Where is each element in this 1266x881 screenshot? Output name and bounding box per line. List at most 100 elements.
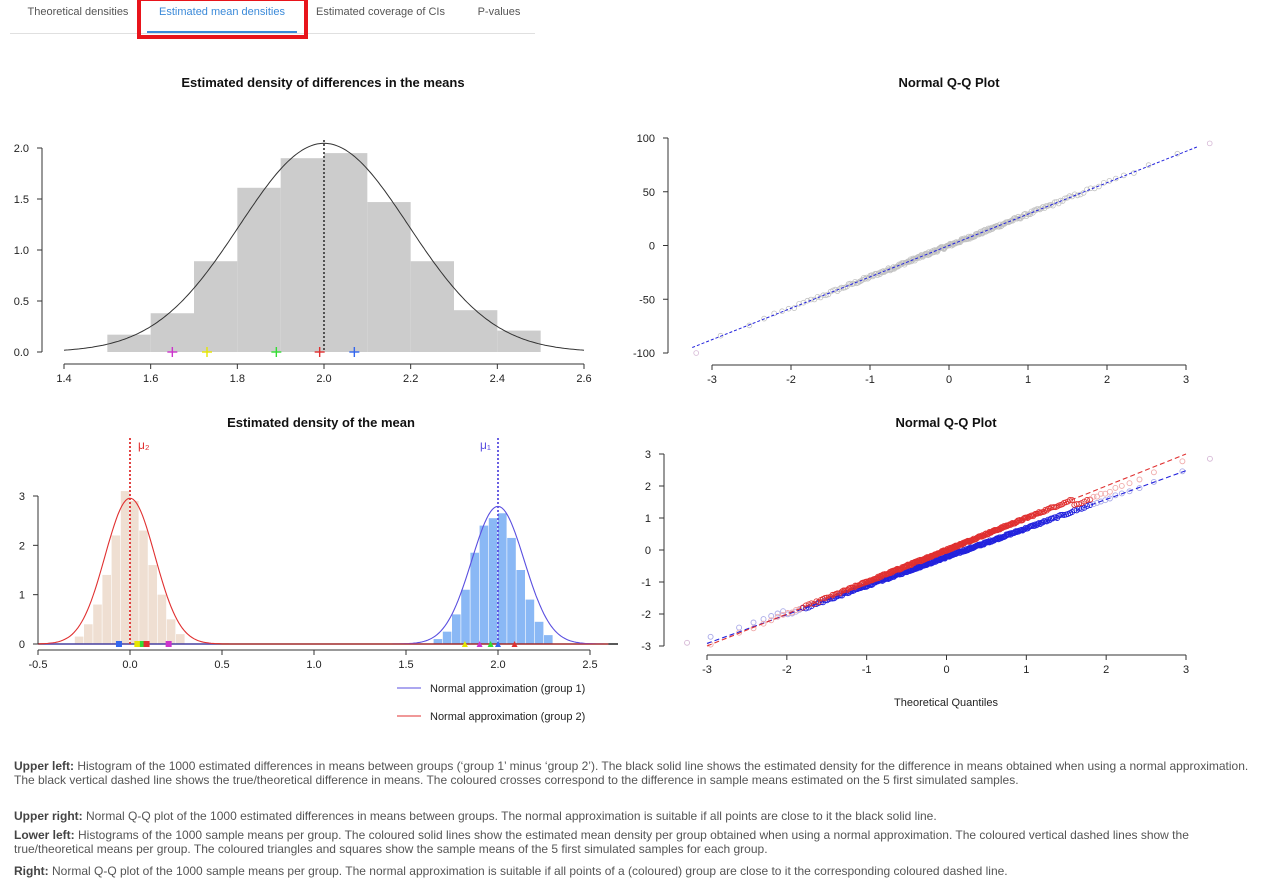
group1-qq-point — [768, 613, 775, 619]
histogram-bar — [410, 261, 454, 352]
density-curve — [63, 142, 585, 351]
x-tick-label: -1 — [862, 664, 872, 676]
group1-histogram-bar — [498, 513, 507, 644]
group2-sample-mean-square — [134, 641, 141, 647]
legend-label-group2: Normal approximation (group 2) — [430, 711, 585, 723]
x-axis: -3 -2 -1 0 1 2 3 — [707, 364, 1189, 386]
x-tick-label: 0.0 — [122, 659, 137, 671]
x-tick-label: -3 — [707, 374, 717, 386]
group2-qq-point — [839, 588, 845, 595]
x-tick-label: 2 — [1103, 664, 1109, 676]
x-tick-label: -3 — [702, 664, 712, 676]
group2-qq-point — [1112, 484, 1119, 491]
x-axis: 1.4 1.6 1.8 2.0 2.2 2.4 2.6 — [56, 363, 592, 385]
qq-point — [746, 322, 753, 329]
group2-histogram-bar — [111, 535, 121, 644]
mu2-label: μ₂ — [138, 438, 150, 452]
x-tick-label: 0.5 — [214, 659, 229, 671]
plot-title: Estimated density of the mean — [227, 415, 415, 430]
qq-point — [1007, 218, 1014, 225]
active-tab-indicator — [147, 31, 297, 33]
group2-histogram-bar — [166, 619, 176, 644]
group2-histogram-bar — [139, 530, 148, 644]
qq-point — [1057, 197, 1064, 204]
caption-upper-left: Upper left: Histogram of the 1000 estima… — [14, 759, 1254, 787]
y-tick-label: 2.0 — [14, 143, 29, 155]
y-axis: 0.0 0.5 1.0 1.5 2.0 — [14, 143, 43, 359]
x-tick-label: 2 — [1104, 374, 1110, 386]
caption-label: Lower left: — [14, 828, 75, 842]
y-tick-label: -2 — [641, 609, 651, 621]
qq-point — [1043, 203, 1049, 209]
group2-histogram-bar — [102, 574, 111, 644]
x-tick-label: 0 — [946, 374, 952, 386]
caption-lower-left: Lower left: Histograms of the 1000 sampl… — [14, 828, 1254, 856]
y-tick-label: 0 — [649, 241, 655, 253]
histogram-bar — [150, 313, 194, 352]
qq-point — [1080, 190, 1087, 196]
group1-histogram-bar — [544, 635, 553, 644]
group1-qq-point — [750, 619, 757, 626]
caption-text: Histograms of the 1000 sample means per … — [14, 828, 1189, 856]
tab-estimated-mean-densities[interactable]: Estimated mean densities — [142, 0, 302, 33]
qq-point — [820, 292, 827, 299]
group1-qq-point — [1084, 503, 1091, 510]
y-tick-label: 100 — [637, 133, 655, 145]
x-tick-label: 1.0 — [306, 659, 321, 671]
y-tick-label: 0.0 — [14, 347, 29, 359]
plots-area: Estimated density of differences in the … — [14, 75, 1213, 723]
plot-title: Estimated density of differences in the … — [181, 75, 464, 90]
group2-histogram-bar — [130, 500, 139, 644]
group1-qq-point — [774, 610, 781, 617]
group2-qq-point — [1076, 500, 1082, 507]
x-tick-label: -2 — [786, 374, 796, 386]
group1-qq-point — [1126, 488, 1133, 495]
group2-qq-point — [1106, 488, 1113, 495]
group2-histogram-bar — [120, 491, 130, 644]
x-tick-label: 1.4 — [56, 373, 71, 385]
x-tick-label: 3 — [1183, 664, 1189, 676]
group1-histogram-bar — [534, 621, 544, 644]
histogram-bar — [194, 261, 238, 352]
tab-label: Estimated coverage of CIs — [315, 6, 445, 18]
group2-histogram-bar — [84, 624, 93, 644]
group2-sample-mean-square — [165, 641, 172, 647]
group2-sample-mean-square — [139, 641, 146, 647]
histogram-bar — [497, 330, 541, 352]
x-tick-label: 2.5 — [582, 659, 597, 671]
group2-qq-point — [736, 629, 743, 636]
group1-qq-line — [706, 470, 1187, 644]
group2-histogram-bar — [157, 594, 167, 644]
histogram-bar — [367, 202, 411, 352]
qq-point — [684, 639, 690, 646]
qq-point — [979, 230, 986, 237]
y-axis: -3 -2 -1 0 1 2 3 — [641, 449, 665, 653]
group1-sample-mean-triangle — [495, 641, 501, 647]
group2-histogram-bar — [93, 604, 102, 644]
qq-plot-differences: Normal Q-Q Plot -3 -2 -1 0 1 2 3 -100 -50 0 50 100 — [633, 75, 1213, 386]
y-tick-label: 2 — [645, 481, 651, 493]
group1-qq-point — [707, 633, 714, 640]
x-tick-label: 2.0 — [490, 659, 505, 671]
caption-right: Right: Normal Q-Q plot of the 1000 sampl… — [14, 864, 1254, 878]
qq-point — [1038, 205, 1045, 212]
x-tick-label: -1 — [865, 374, 875, 386]
x-tick-label: 3 — [1183, 374, 1189, 386]
qq-point — [1062, 195, 1068, 202]
qq-plot-groups: Normal Q-Q Plot -3 -2 -1 0 1 2 3 -3 -2 -1 0 1 2 3 Th… — [641, 415, 1213, 709]
histogram-bar — [324, 153, 368, 352]
tab-p-values[interactable]: P-values — [460, 0, 538, 33]
tab-label: Theoretical densities — [27, 6, 129, 18]
y-axis: -100 -50 0 50 100 — [633, 133, 669, 360]
group2-sample-mean-square — [115, 641, 122, 647]
tab-theoretical-densities[interactable]: Theoretical densities — [15, 0, 141, 33]
y-tick-label: 50 — [643, 187, 655, 199]
x-axis: -0.5 0.0 0.5 1.0 1.5 2.0 2.5 — [29, 649, 598, 671]
group1-histogram-bar — [433, 639, 443, 644]
group1-histogram-bar — [488, 518, 498, 644]
y-tick-label: 1.0 — [14, 245, 29, 257]
tab-label: P-values — [477, 6, 521, 18]
group2-histogram-bar — [176, 634, 185, 644]
tab-bar: Theoretical densities Estimated mean den… — [10, 0, 535, 34]
tab-estimated-coverage[interactable]: Estimated coverage of CIs — [308, 0, 453, 33]
